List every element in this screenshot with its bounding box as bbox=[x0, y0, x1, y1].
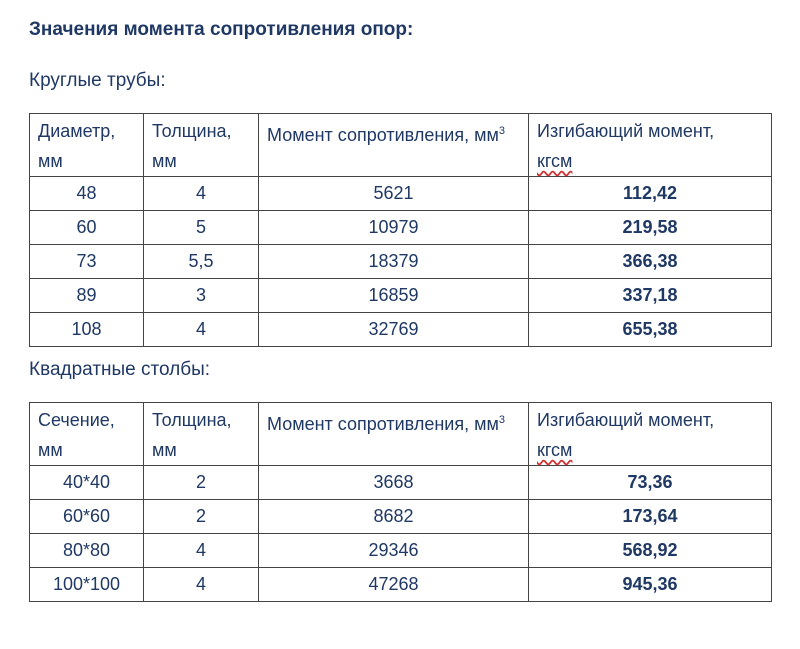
round-pipes-table: Диаметр, мм Толщина, мм Момент сопротивл… bbox=[29, 113, 772, 347]
cell-thickness: 5,5 bbox=[143, 244, 259, 279]
cell-section-modulus: 29346 bbox=[258, 533, 529, 568]
cell-section-modulus: 3668 bbox=[258, 465, 529, 500]
header-bending-moment-unit: кгсм bbox=[537, 151, 573, 171]
cell-section-modulus: 47268 bbox=[258, 567, 529, 602]
table-row: 48 4 5621 112,42 bbox=[29, 176, 772, 211]
table-row: 60 5 10979 219,58 bbox=[29, 210, 772, 245]
section-heading-square-posts: Квадратные столбы: bbox=[29, 359, 211, 380]
header-bending-moment-label: Изгибающий момент, bbox=[537, 121, 715, 141]
cell-thickness: 2 bbox=[143, 465, 259, 500]
cell-diameter: 48 bbox=[29, 176, 144, 211]
cell-diameter: 89 bbox=[29, 278, 144, 313]
cell-thickness: 4 bbox=[143, 312, 259, 347]
cell-diameter: 108 bbox=[29, 312, 144, 347]
cell-cross-section: 60*60 bbox=[29, 499, 144, 534]
cell-section-modulus: 18379 bbox=[258, 244, 529, 279]
header-section-modulus: Момент сопротивления, мм3 bbox=[258, 113, 529, 177]
cell-bending-moment: 173,64 bbox=[528, 499, 772, 534]
header-diameter: Диаметр, мм bbox=[29, 113, 144, 177]
table-row: 89 3 16859 337,18 bbox=[29, 278, 772, 313]
header-section-modulus-label: Момент сопротивления, мм bbox=[267, 125, 499, 145]
table-row: 40*40 2 3668 73,36 bbox=[29, 465, 772, 500]
table-row: 108 4 32769 655,38 bbox=[29, 312, 772, 347]
header-section-modulus-unit-exponent: 3 bbox=[498, 414, 505, 426]
cell-thickness: 4 bbox=[143, 567, 259, 602]
cell-thickness: 4 bbox=[143, 176, 259, 211]
table-row: 60*60 2 8682 173,64 bbox=[29, 499, 772, 534]
cell-bending-moment: 655,38 bbox=[528, 312, 772, 347]
table-header-row: Диаметр, мм Толщина, мм Момент сопротивл… bbox=[29, 113, 772, 177]
table-row: 80*80 4 29346 568,92 bbox=[29, 533, 772, 568]
square-posts-table: Сечение, мм Толщина, мм Момент сопротивл… bbox=[29, 402, 772, 602]
table-row: 100*100 4 47268 945,36 bbox=[29, 567, 772, 602]
header-bending-moment: Изгибающий момент, кгсм bbox=[528, 113, 772, 177]
header-cross-section: Сечение, мм bbox=[29, 402, 144, 466]
cell-cross-section: 40*40 bbox=[29, 465, 144, 500]
cell-bending-moment: 568,92 bbox=[528, 533, 772, 568]
cell-thickness: 5 bbox=[143, 210, 259, 245]
header-section-modulus: Момент сопротивления, мм3 bbox=[258, 402, 529, 466]
cell-thickness: 3 bbox=[143, 278, 259, 313]
cell-diameter: 73 bbox=[29, 244, 144, 279]
cell-cross-section: 100*100 bbox=[29, 567, 144, 602]
cell-section-modulus: 8682 bbox=[258, 499, 529, 534]
header-thickness: Толщина, мм bbox=[143, 113, 259, 177]
header-bending-moment-label: Изгибающий момент, bbox=[537, 410, 715, 430]
cell-bending-moment: 219,58 bbox=[528, 210, 772, 245]
header-bending-moment-unit: кгсм bbox=[537, 440, 573, 460]
table-row: 73 5,5 18379 366,38 bbox=[29, 244, 772, 279]
header-section-modulus-label: Момент сопротивления, мм bbox=[267, 414, 499, 434]
section-heading-round-pipes: Круглые трубы: bbox=[29, 70, 166, 91]
cell-bending-moment: 337,18 bbox=[528, 278, 772, 313]
cell-thickness: 2 bbox=[143, 499, 259, 534]
table-header-row: Сечение, мм Толщина, мм Момент сопротивл… bbox=[29, 402, 772, 466]
cell-diameter: 60 bbox=[29, 210, 144, 245]
cell-bending-moment: 945,36 bbox=[528, 567, 772, 602]
cell-section-modulus: 10979 bbox=[258, 210, 529, 245]
header-bending-moment: Изгибающий момент, кгсм bbox=[528, 402, 772, 466]
cell-thickness: 4 bbox=[143, 533, 259, 568]
cell-section-modulus: 5621 bbox=[258, 176, 529, 211]
header-section-modulus-unit-exponent: 3 bbox=[498, 125, 505, 137]
cell-bending-moment: 73,36 bbox=[528, 465, 772, 500]
cell-section-modulus: 16859 bbox=[258, 278, 529, 313]
document-title: Значения момента сопротивления опор: bbox=[29, 19, 414, 40]
cell-bending-moment: 366,38 bbox=[528, 244, 772, 279]
cell-bending-moment: 112,42 bbox=[528, 176, 772, 211]
header-thickness: Толщина, мм bbox=[143, 402, 259, 466]
cell-section-modulus: 32769 bbox=[258, 312, 529, 347]
cell-cross-section: 80*80 bbox=[29, 533, 144, 568]
